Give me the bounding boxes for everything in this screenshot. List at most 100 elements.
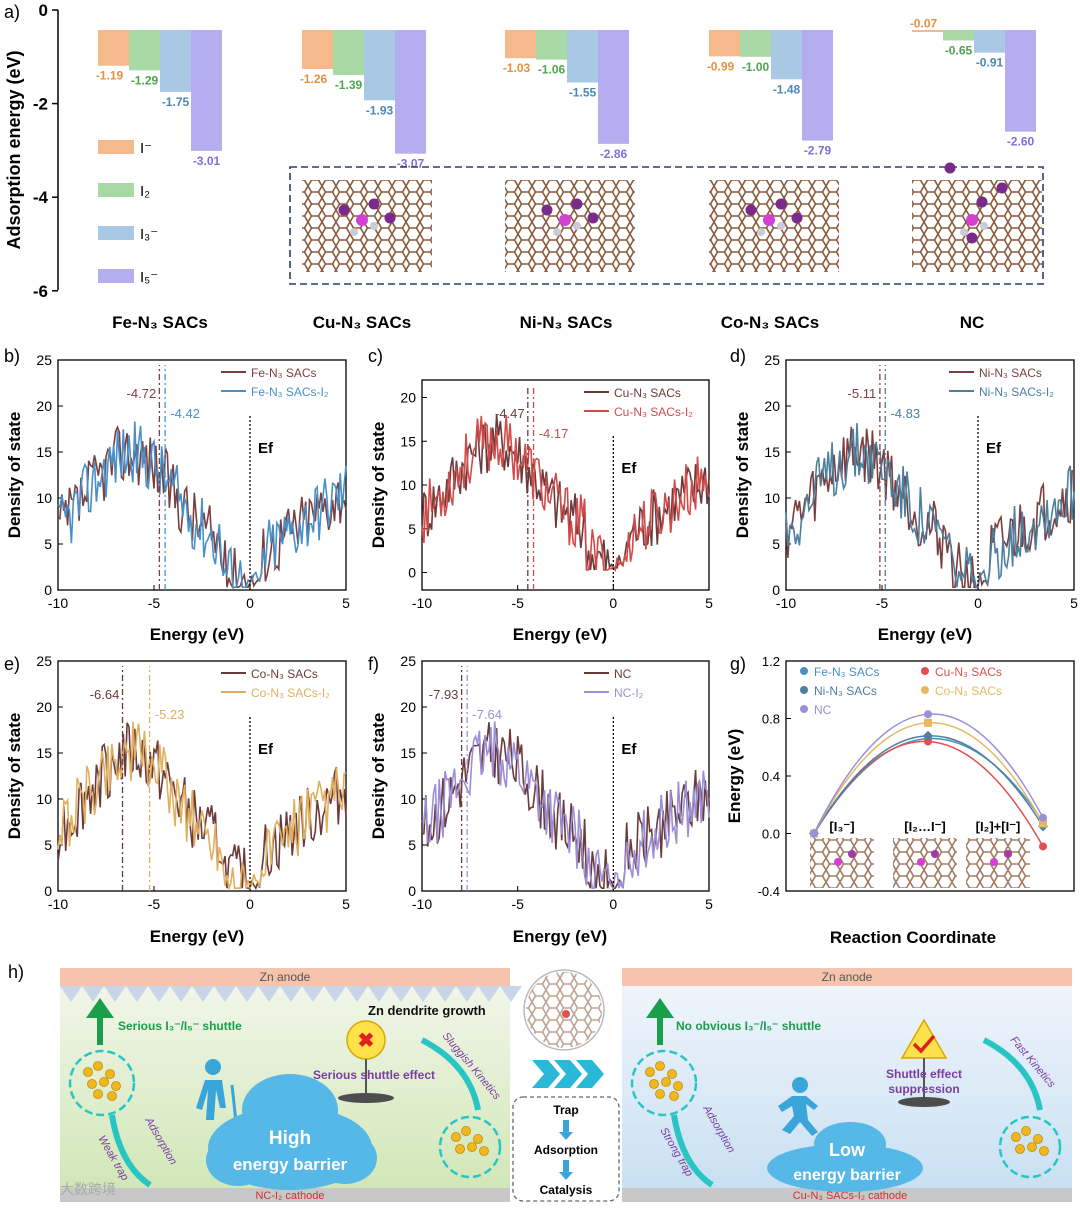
dos-panel-e: e) -10 -5 0 5 0 5 10 15 20 25 Energy (eV) Density of… — [4, 653, 350, 946]
y-tick-label: 0 — [408, 565, 416, 581]
x-tick-label: -10 — [412, 595, 432, 611]
bar-1-3 — [505, 30, 536, 59]
legend-marker — [921, 686, 929, 694]
panel-a-ytick-label: -4 — [33, 188, 49, 207]
iodine-atom — [384, 212, 396, 224]
legend-swatch — [98, 140, 134, 154]
dendrite-spike — [258, 986, 280, 1002]
iodine-atom — [976, 196, 988, 208]
y-tick-label: 0 — [408, 883, 416, 899]
iodine-atom — [944, 162, 956, 174]
y-tick-label: 5 — [408, 521, 416, 537]
center-chevrons-icon — [532, 1060, 604, 1088]
bar-2-3 — [536, 30, 567, 60]
nitrogen-atom — [980, 222, 988, 230]
legend-label: Ni-N₃ SACs — [814, 684, 877, 698]
iodine-atom — [1004, 850, 1012, 858]
panel-label: d) — [730, 346, 746, 366]
dendrite-spike — [60, 986, 82, 1002]
category-label: NC — [960, 313, 985, 332]
panel-label: f) — [368, 654, 379, 674]
x-axis-label: Energy (eV) — [150, 927, 244, 946]
iodide-atom — [455, 1144, 465, 1154]
iodide-atom — [93, 1089, 103, 1099]
bar-value-label: -1.03 — [503, 61, 531, 75]
x-tick-label: -5 — [876, 595, 889, 611]
y-axis-label: Energy (eV) — [725, 729, 744, 823]
dendrite-spike — [456, 986, 478, 1002]
dos-series-line — [421, 721, 710, 891]
panel-h-label: h) — [8, 962, 24, 982]
iodide-atom — [461, 1126, 471, 1136]
bar-value-label: -2.86 — [600, 147, 628, 161]
dos-panels: b) -10 -5 0 5 0 5 10 15 20 25 Energy (eV) Density of… — [4, 346, 1078, 946]
fermi-level-label: Ef — [258, 741, 274, 758]
plot-frame — [57, 660, 347, 892]
bar-value-label: -1.93 — [366, 103, 394, 117]
bar-2-4 — [740, 30, 771, 57]
panel-a-bar-chart: a) Adsorption energy (eV) 0-2-4-6 -1.19-… — [4, 1, 1044, 332]
y-tick-label: 0.8 — [762, 712, 780, 727]
bar-value-label: -0.99 — [707, 59, 735, 73]
y-tick-label: 0 — [44, 582, 52, 598]
y-tick-label: 10 — [764, 490, 780, 506]
left-shuttle-text: Serious I₃⁻/I₅⁻ shuttle — [118, 1019, 242, 1033]
iodine-atom — [966, 232, 978, 244]
bar-4-4 — [802, 30, 833, 141]
iodide-atom — [1015, 1144, 1025, 1154]
dendrite-spike — [302, 986, 324, 1002]
zn-dendrites — [60, 986, 522, 1002]
dendrite-spike — [148, 986, 170, 1002]
panel-a-ytick-label: 0 — [39, 1, 48, 20]
iodine-atom — [745, 204, 757, 216]
high-barrier-line2: energy barrier — [233, 1155, 348, 1174]
legend-label: Cu-N₃ SACs — [935, 665, 1002, 679]
iodide-atom — [655, 1061, 665, 1071]
left-cathode-label: NC-I₂ cathode — [255, 1190, 324, 1202]
x-tick-label: -10 — [412, 896, 432, 912]
iodide-atom — [1021, 1126, 1031, 1136]
structure-lattice-2 — [505, 180, 635, 272]
panel-a-legend: I⁻ I₂ I₃⁻ I₅⁻ — [98, 140, 158, 286]
right-shuttle-text: No obvious I₃⁻/I₅⁻ shuttle — [676, 1019, 821, 1033]
panel-label: e) — [4, 654, 20, 674]
x-axis-label: Energy (eV) — [150, 625, 244, 644]
fermi-level-label: Ef — [621, 460, 637, 477]
check-mark-icon — [912, 1034, 936, 1054]
panel-g-energy-profile: g) -0.4 0.0 0.4 0.8 1.2 Energy (eV) Reaction Co… — [725, 654, 1075, 947]
legend-label: I₃⁻ — [140, 226, 158, 243]
plot-frame — [57, 359, 347, 591]
y-tick-label: 25 — [400, 653, 416, 669]
iodide-atom — [87, 1079, 97, 1089]
x-tick-label: 5 — [342, 595, 350, 611]
y-tick-label: 20 — [36, 699, 52, 715]
x-tick-label: 0 — [246, 896, 254, 912]
x-axis-label: Energy (eV) — [878, 625, 972, 644]
metal-atom — [559, 214, 571, 226]
legend-label: Fe-N₃ SACs-I₂ — [251, 385, 329, 399]
dos-panel-c: c) -10 -5 0 5 0 5 10 15 20 Energy (eV) Density of s… — [368, 346, 713, 644]
x-tick-label: 0 — [609, 595, 617, 611]
right-effect-text-2: suppression — [888, 1082, 959, 1096]
bar-1-4 — [709, 30, 740, 57]
x-tick-label: -10 — [48, 595, 68, 611]
x-mark-icon: ✖ — [358, 1030, 375, 1052]
iodide-atom — [479, 1146, 489, 1156]
y-tick-label: 20 — [400, 699, 416, 715]
data-point — [923, 730, 933, 741]
left-iodide-cluster — [83, 1061, 121, 1101]
left-cathode-bar — [60, 1188, 510, 1202]
bar-value-label: -1.06 — [538, 63, 566, 77]
panel-a-label: a) — [4, 2, 20, 22]
reaction-state-label: [I₃⁻] — [829, 819, 854, 834]
x-tick-label: -10 — [48, 896, 68, 912]
band-center-label: -4.47 — [495, 406, 525, 421]
legend-label: Fe-N₃ SACs — [814, 665, 880, 679]
fermi-level-label: Ef — [258, 440, 274, 457]
dos-panel-f: f) -10 -5 0 5 0 5 10 15 20 25 Energy (eV) Density of… — [368, 653, 713, 946]
band-center-label: -7.64 — [472, 707, 502, 722]
x-tick-label: 5 — [705, 896, 713, 912]
panel-a-ytick-label: -2 — [33, 95, 48, 114]
y-tick-label: 15 — [764, 444, 780, 460]
y-axis-label: Density of state — [369, 713, 388, 840]
